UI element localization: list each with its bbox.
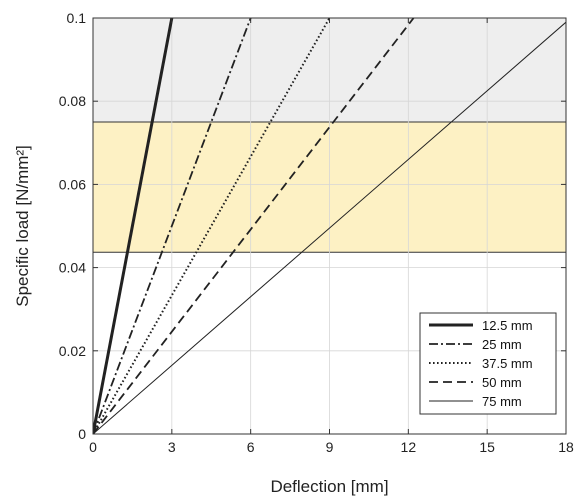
y-axis-title: Specific load [N/mm²] (13, 145, 32, 307)
legend-label: 25 mm (482, 337, 522, 352)
y-tick-label: 0.08 (59, 93, 86, 109)
legend-label: 75 mm (482, 394, 522, 409)
x-tick-label: 0 (89, 439, 97, 455)
series-line-3 (93, 18, 415, 434)
legend-label: 37.5 mm (482, 356, 533, 371)
x-tick-label: 9 (326, 439, 334, 455)
legend-label: 12.5 mm (482, 318, 533, 333)
x-tick-label: 12 (401, 439, 417, 455)
y-tick-label: 0.06 (59, 176, 86, 192)
y-tick-label: 0 (78, 426, 86, 442)
axis-ticks: 0 3 6 9 12 15 18 0 0.02 0.04 0.06 0.08 0.1 (59, 10, 574, 455)
legend-label: 50 mm (482, 375, 522, 390)
x-axis-title: Deflection [mm] (270, 477, 388, 496)
x-tick-label: 15 (479, 439, 495, 455)
x-tick-label: 6 (247, 439, 255, 455)
y-tick-label: 0.1 (67, 10, 87, 26)
x-tick-label: 3 (168, 439, 176, 455)
data-series (93, 18, 566, 434)
legend: 12.5 mm 25 mm 37.5 mm 50 mm 75 mm (419, 312, 557, 415)
y-tick-label: 0.04 (59, 260, 86, 276)
series-line-1 (93, 18, 252, 434)
x-tick-label: 18 (558, 439, 574, 455)
legend-box (419, 312, 557, 415)
y-tick-label: 0.02 (59, 343, 86, 359)
series-line-4 (93, 21, 566, 434)
series-line-0 (93, 18, 174, 434)
